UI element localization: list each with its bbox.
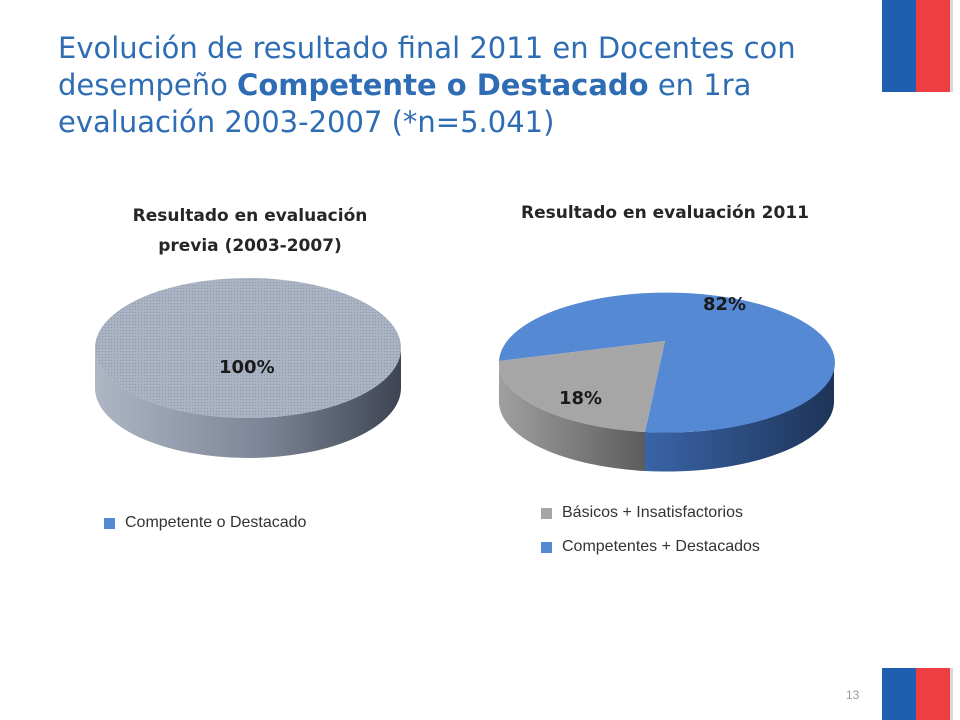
- title-text-2: en 1ra evaluación 2003-2007 (*n=5.041): [58, 68, 752, 139]
- slide-title: Evolución de resultado final 2011 en Doc…: [58, 30, 848, 141]
- chart2-slice-basicos: [498, 341, 665, 432]
- legend-swatch-blue: [104, 517, 115, 529]
- chart1-title-line1: Resultado en evaluación: [132, 206, 368, 226]
- chart2-slice-competentes-side: [645, 361, 835, 472]
- chart1-label-100: 100%: [219, 357, 275, 378]
- chart2-legend-item-competentes: Competentes + Destacados: [541, 538, 760, 556]
- legend-swatch-blue: [541, 541, 552, 553]
- chart1-slice-competente: [95, 278, 401, 418]
- chart2-label-82: 82%: [703, 294, 747, 315]
- flag-bottom-right: [882, 668, 953, 720]
- chart1-legend-item: Competente o Destacado: [104, 514, 306, 532]
- legend-label: Competentes + Destacados: [562, 538, 760, 555]
- chart1-title-line2: previa (2003-2007): [158, 236, 342, 256]
- legend-label: Competente o Destacado: [125, 514, 307, 531]
- title-text-1: Evolución de resultado final 2011 en Doc…: [58, 31, 796, 102]
- chart2-title: Resultado en evaluación 2011: [521, 203, 809, 223]
- page-number: 13: [846, 688, 860, 702]
- chart2-legend-item-basicos: Básicos + Insatisfactorios: [541, 504, 743, 522]
- chart1-slice-side: [95, 348, 401, 458]
- legend-swatch-gray: [541, 507, 552, 519]
- title-bold-text: Competente o Destacado: [237, 68, 649, 102]
- flag-top-right: [882, 0, 953, 92]
- chart2-label-18: 18%: [559, 388, 603, 409]
- legend-label: Básicos + Insatisfactorios: [562, 504, 743, 521]
- chart2-slice-basicos-side: [498, 361, 645, 471]
- chart2-slice-competentes: [499, 292, 835, 433]
